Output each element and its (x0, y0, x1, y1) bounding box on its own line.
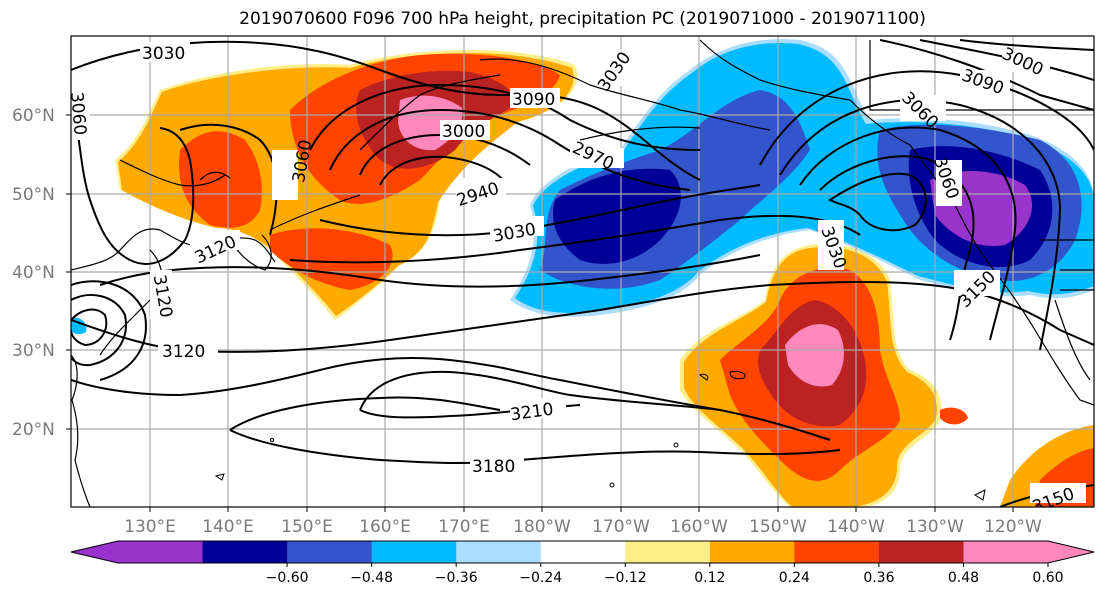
colorbar-tick-label: −0.12 (604, 570, 647, 586)
lon-label: 140°W (827, 517, 885, 537)
precip-positive-subtropical (680, 244, 1094, 507)
lat-label: 40°N (12, 263, 55, 283)
lon-label: 120°W (984, 517, 1042, 537)
islands (214, 371, 986, 501)
lon-label: 130°E (124, 517, 176, 537)
colorbar-segment (625, 541, 711, 563)
lon-label: 130°W (906, 517, 964, 537)
colorbar-tick-label: −0.48 (350, 570, 393, 586)
contour-label: 3090 (512, 90, 555, 110)
colorbar-segment (287, 541, 373, 563)
colorbar-segment (794, 541, 880, 563)
colorbar-tick-label: 0.36 (863, 570, 894, 586)
lat-label: 30°N (12, 341, 55, 361)
lat-label: 20°N (12, 420, 55, 440)
colorbar-tick-label: −0.60 (266, 570, 309, 586)
contour-label: 3120 (162, 342, 205, 362)
colorbar-segment (540, 541, 626, 563)
lon-label: 170°E (438, 517, 490, 537)
colorbar-tick-label: −0.24 (519, 570, 562, 586)
longitude-labels: 130°E 140°E 150°E 160°E 170°E 180°W 170°… (124, 517, 1042, 537)
lon-label: 180°W (513, 517, 571, 537)
graticule (71, 36, 1094, 507)
lon-label: 150°W (749, 517, 807, 537)
colorbar-tick-label: 0.12 (694, 570, 725, 586)
coastlines (71, 39, 1094, 507)
lat-label: 50°N (12, 185, 55, 205)
colorbar-tick-label: −0.36 (435, 570, 478, 586)
colorbar-tick-label: 0.24 (779, 570, 810, 586)
colorbar-segment (371, 541, 457, 563)
latitude-labels: 60°N 50°N 40°N 30°N 20°N (12, 106, 55, 440)
colorbar-segment (878, 541, 964, 563)
colorbar-segment (709, 541, 795, 563)
colorbar-tick-label: 0.60 (1032, 570, 1063, 586)
contour-label: 3060 (66, 91, 90, 136)
lon-label: 160°W (670, 517, 728, 537)
contour-label: 3030 (142, 44, 185, 64)
colorbar-left-extend (71, 541, 118, 563)
contour-label: 3000 (442, 122, 485, 142)
colorbar: −0.60 −0.48 −0.36 −0.24 −0.12 0.12 0.24 0.36 0.4… (70, 540, 1095, 586)
lon-label: 170°W (592, 517, 650, 537)
axis-ticks (66, 114, 1014, 512)
lat-label: 60°N (12, 106, 55, 126)
colorbar-right-extend (1048, 541, 1094, 563)
lon-label: 160°E (359, 517, 411, 537)
colorbar-outline (70, 540, 1095, 564)
colorbar-segment (963, 541, 1049, 563)
lon-label: 150°E (281, 517, 333, 537)
colorbar-tick-label: 0.48 (948, 570, 979, 586)
contour-label: 3180 (472, 457, 515, 477)
lon-label: 140°E (202, 517, 254, 537)
colorbar-segment (202, 541, 288, 563)
map-title: 2019070600 F096 700 hPa height, precipit… (239, 9, 926, 29)
colorbar-segment (118, 541, 204, 563)
colorbar-segment (456, 541, 542, 563)
